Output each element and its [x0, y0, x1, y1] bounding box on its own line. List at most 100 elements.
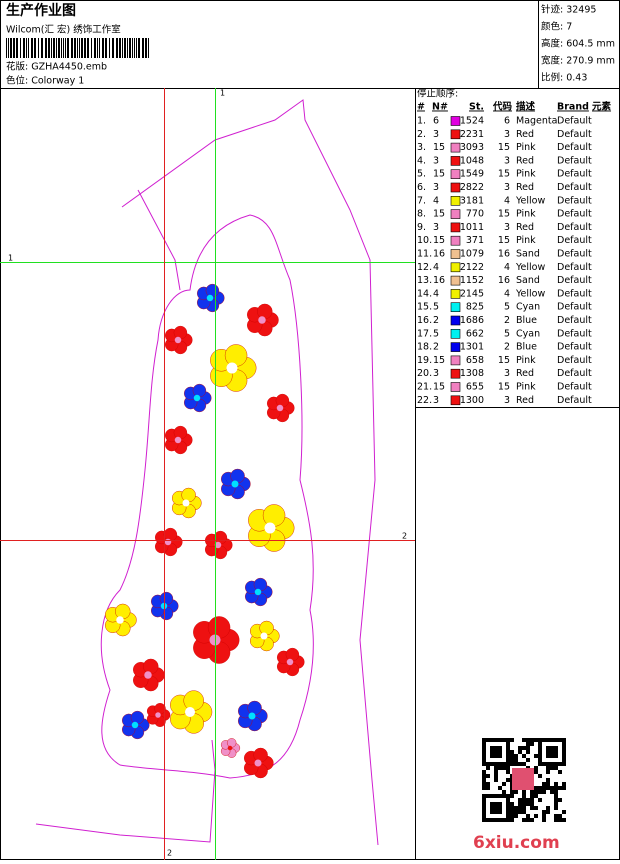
qr-module — [482, 762, 486, 766]
qr-module — [530, 738, 534, 742]
code: 2 — [504, 342, 510, 353]
bar-stripe — [112, 38, 114, 58]
bar-stripe — [67, 38, 69, 58]
needle: 4 — [433, 288, 439, 299]
qr-module — [542, 810, 546, 814]
needle: 5 — [433, 328, 439, 339]
qr-module — [530, 794, 534, 798]
qr-module — [498, 794, 502, 798]
qr-module — [506, 746, 510, 750]
row-number: 2. — [417, 129, 426, 140]
bar-stripe — [79, 38, 80, 58]
flower-center — [248, 712, 256, 720]
qr-module — [562, 782, 566, 786]
qr-module — [486, 762, 490, 766]
qr-module — [486, 818, 490, 822]
brand: Default — [557, 182, 592, 193]
code: 3 — [504, 182, 510, 193]
qr-module — [538, 762, 542, 766]
bar-stripe — [71, 38, 73, 58]
qr-module — [514, 806, 518, 810]
needle: 6 — [433, 116, 439, 127]
flower-center — [231, 480, 239, 488]
petal — [253, 577, 268, 592]
description: Pink — [516, 382, 536, 393]
qr-module — [522, 746, 526, 750]
color-swatch — [450, 222, 461, 233]
qr-module — [546, 778, 550, 782]
qr-module — [494, 754, 498, 758]
qr-module — [542, 762, 546, 766]
bar-stripe — [45, 38, 47, 58]
bar-stripe — [8, 38, 9, 58]
bar-stripe — [127, 38, 128, 58]
qr-module — [550, 738, 554, 742]
bar-stripe — [41, 38, 43, 58]
code: 15 — [498, 235, 510, 246]
table-title: 停止顺序: — [417, 88, 458, 100]
brand: Default — [557, 116, 592, 127]
row-number: 7. — [417, 195, 426, 206]
qr-module — [526, 798, 530, 802]
bar-stripe — [132, 38, 133, 58]
code: 15 — [498, 169, 510, 180]
qr-module — [482, 758, 486, 762]
design-file: 花版: GZHA4450.emb — [6, 61, 107, 73]
qr-module — [490, 818, 494, 822]
qr-module — [534, 754, 538, 758]
qr-module — [550, 786, 554, 790]
info-field: 比例: 0.43 — [541, 72, 587, 84]
description: Yellow — [515, 195, 545, 206]
bar-stripe — [61, 38, 62, 58]
color-swatch — [450, 368, 461, 379]
qr-module — [486, 794, 490, 798]
qr-module — [550, 766, 554, 770]
petal — [183, 690, 204, 711]
bar-stripe — [102, 38, 104, 58]
color-swatch — [450, 355, 461, 366]
qr-module — [562, 810, 566, 814]
qr-module — [486, 774, 490, 778]
qr-module — [494, 810, 498, 814]
qr-module — [510, 794, 514, 798]
description: Red — [516, 129, 534, 140]
qr-module — [498, 746, 502, 750]
bar-stripe — [91, 38, 92, 58]
row-number: 19. — [417, 355, 432, 366]
qr-module — [554, 818, 558, 822]
bar-stripe — [124, 38, 126, 58]
qr-module — [494, 794, 498, 798]
qr-module — [562, 750, 566, 754]
qr-module — [498, 802, 502, 806]
needle: 3 — [433, 129, 439, 140]
brand: Default — [557, 315, 592, 326]
qr-module — [546, 754, 550, 758]
qr-module — [506, 750, 510, 754]
needle: 3 — [433, 368, 439, 379]
color-swatch — [450, 328, 461, 339]
qr-module — [518, 750, 522, 754]
qr-module — [530, 790, 534, 794]
qr-module — [522, 790, 526, 794]
qr-module — [546, 762, 550, 766]
needle: 3 — [433, 155, 439, 166]
qr-module — [534, 790, 538, 794]
brand: Default — [557, 142, 592, 153]
info-field: 颜色: 7 — [541, 21, 572, 33]
description: Blue — [516, 342, 537, 353]
brand: Default — [557, 169, 592, 180]
row-number: 4. — [417, 155, 426, 166]
petal — [257, 303, 273, 320]
code: 3 — [504, 129, 510, 140]
qr-module — [494, 806, 498, 810]
qr-module — [502, 794, 506, 798]
qr-module — [510, 806, 514, 810]
qr-module — [482, 742, 486, 746]
color-swatch — [450, 235, 461, 246]
row-number: 10. — [417, 235, 432, 246]
flower-center — [254, 588, 262, 596]
petal — [154, 703, 166, 715]
qr-module — [506, 814, 510, 818]
needle: 15 — [433, 169, 445, 180]
brand: Default — [557, 262, 592, 273]
